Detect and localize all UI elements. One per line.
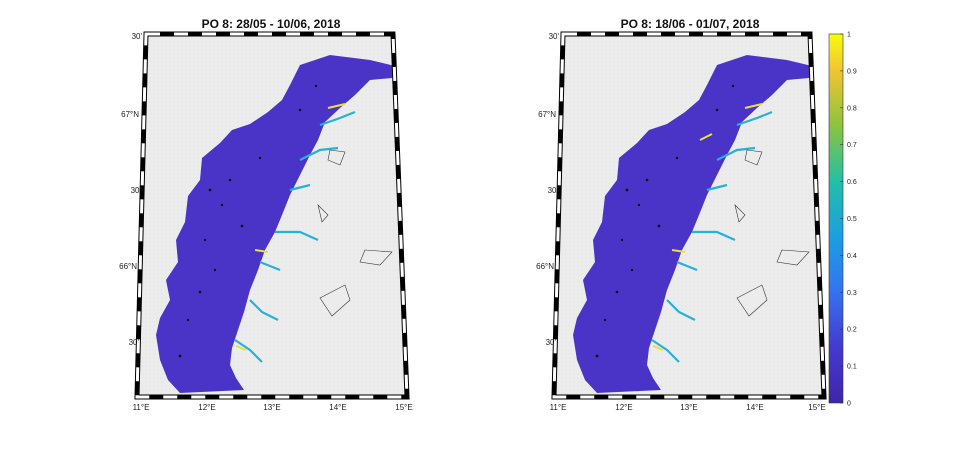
- colorbar-tick-label: 0.7: [847, 142, 857, 149]
- lon-label: 15°E: [808, 403, 825, 412]
- colorbar-tick-label: 0: [847, 401, 851, 408]
- lat-label: 66°N: [119, 262, 137, 271]
- colorbar: 1 0.9 0.8 0.7 0.6 0.5 0.4 0.3 0.2 0.1 0: [828, 32, 857, 408]
- lon-label: 15°E: [395, 403, 412, 412]
- fjord-highlight-bright: [652, 103, 763, 351]
- colorbar-tick-label: 0.6: [847, 179, 857, 186]
- lon-label: 12°E: [615, 403, 632, 412]
- map-panel-left: [134, 31, 410, 400]
- map-panel-right: [551, 31, 827, 400]
- lat-label: 30': [129, 338, 140, 347]
- island-specks: [595, 84, 735, 358]
- colorbar-tick-label: 1: [847, 32, 851, 39]
- lake: [734, 149, 810, 317]
- colorbar-ticks: 1 0.9 0.8 0.7 0.6 0.5 0.4 0.3 0.2 0.1 0: [840, 32, 857, 408]
- colorbar-tick-label: 0.3: [847, 290, 857, 297]
- lon-label: 13°E: [263, 403, 280, 412]
- sea-data-coverage: [573, 55, 812, 393]
- lat-label: 67°N: [121, 110, 139, 119]
- lake: [317, 149, 393, 317]
- lon-label: 11°E: [550, 403, 567, 412]
- lat-label: 30': [546, 338, 557, 347]
- lon-label: 11°E: [133, 403, 150, 412]
- lon-label: 14°E: [746, 403, 763, 412]
- lat-labels-left: 30' 67°N 30' 66°N 30': [119, 32, 142, 347]
- lon-label: 14°E: [329, 403, 346, 412]
- fjord-highlight: [651, 110, 773, 363]
- lat-label: 30': [131, 186, 142, 195]
- colorbar-tick-label: 0.2: [847, 327, 857, 334]
- colorbar-tick-label: 0.8: [847, 105, 857, 112]
- colorbar-tick-label: 0.1: [847, 364, 857, 371]
- lat-label: 66°N: [536, 262, 554, 271]
- map-frame-right: [551, 31, 827, 400]
- fjord-highlight-bright: [235, 103, 346, 351]
- lat-label: 30': [132, 32, 143, 41]
- island-specks: [178, 84, 318, 358]
- colorbar-tick-label: 0.4: [847, 253, 857, 260]
- panel-title-left: PO 8: 28/05 - 10/06, 2018: [201, 17, 341, 31]
- colorbar-tick-label: 0.5: [847, 216, 857, 223]
- lat-label: 67°N: [538, 110, 556, 119]
- panel-title-right: PO 8: 18/06 - 01/07, 2018: [620, 17, 760, 31]
- lon-label: 13°E: [680, 403, 697, 412]
- lat-label: 30': [549, 32, 560, 41]
- lon-label: 12°E: [198, 403, 215, 412]
- map-frame-left: [134, 31, 410, 400]
- colorbar-tick-label: 0.9: [847, 68, 857, 75]
- lon-labels-right: 11°E 12°E 13°E 14°E 15°E: [550, 403, 826, 412]
- fjord-highlight: [234, 110, 356, 363]
- sea-data-coverage: [156, 55, 395, 393]
- lon-labels-left: 11°E 12°E 13°E 14°E 15°E: [133, 403, 413, 412]
- lat-labels-right: 30' 67°N 30' 66°N 30': [536, 32, 559, 347]
- lat-label: 30': [548, 186, 559, 195]
